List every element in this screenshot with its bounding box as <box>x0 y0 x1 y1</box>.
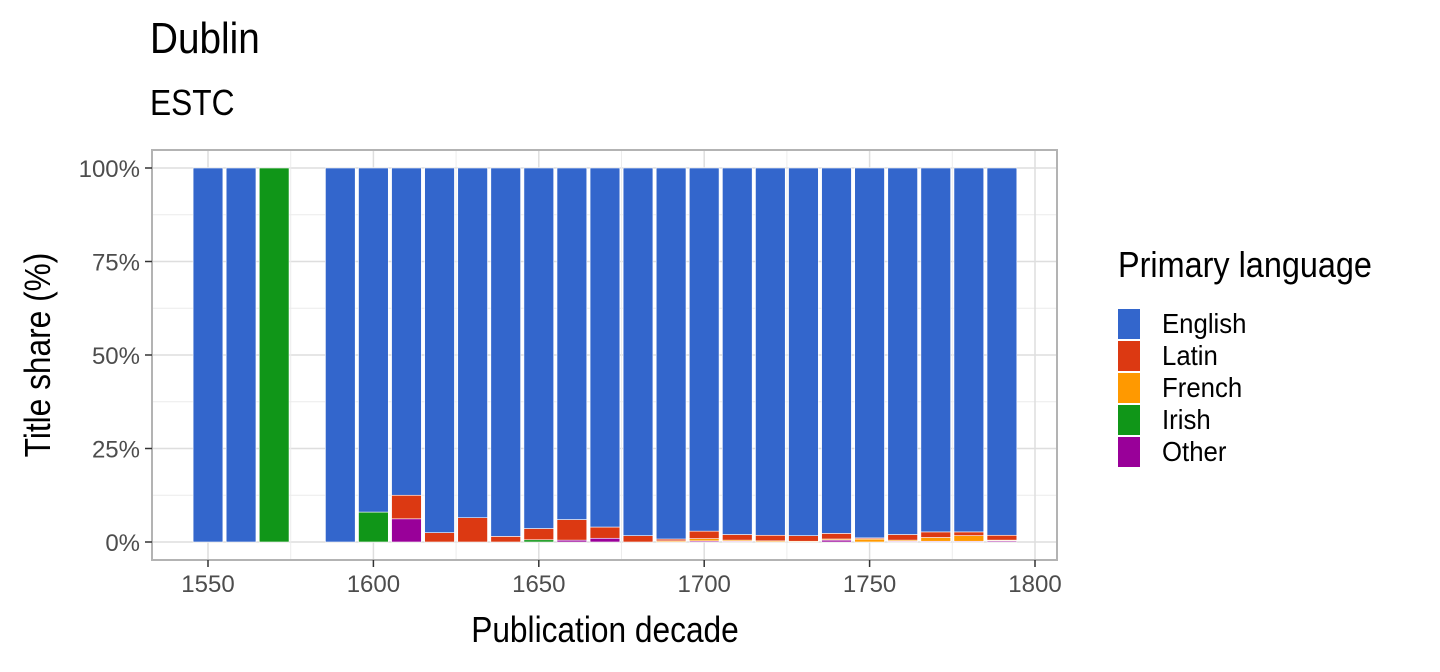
bar-segment-english-1730 <box>788 167 819 536</box>
bar-segment-latin-1610 <box>391 494 422 520</box>
bar-segment-irish-1650 <box>523 539 554 543</box>
bar-segment-english-1600 <box>358 167 389 513</box>
x-tick-label: 1700 <box>678 571 731 598</box>
bar-segment-irish-1600 <box>358 511 389 543</box>
bar-segment-latin-1700 <box>689 530 720 539</box>
x-axis-title: Publication decade <box>471 610 739 650</box>
y-tick-label: 75% <box>92 250 140 277</box>
legend-key-other <box>1118 437 1140 467</box>
bar-segment-english-1760 <box>887 167 918 535</box>
y-tick-label: 100% <box>79 156 140 183</box>
y-tick-labels: 0% 25% 50% 75% 100% <box>79 156 140 557</box>
y-axis-title: Title share (%) <box>18 253 58 458</box>
legend-item-other: Other <box>1118 436 1400 468</box>
bar-segment-english-1750 <box>854 167 885 539</box>
bar-segment-irish-1570 <box>258 167 290 543</box>
bar-segment-english-1620 <box>424 167 455 533</box>
y-tick-label: 50% <box>92 343 140 370</box>
bar-segment-english-1720 <box>755 167 786 536</box>
legend-item-english: English <box>1118 308 1400 340</box>
bar-segment-english-1550 <box>192 167 224 543</box>
bar-segment-latin-1760 <box>887 534 918 541</box>
legend-label: English <box>1162 308 1247 339</box>
bar-segment-english-1650 <box>523 167 554 529</box>
bar-segment-english-1640 <box>490 167 521 537</box>
bar-segment-latin-1740 <box>821 533 852 540</box>
chart-title: Dublin <box>150 14 260 63</box>
x-tick-labels: 1550 1600 1650 1700 1750 1800 <box>181 571 1061 598</box>
bar-segment-latin-1770 <box>920 531 951 538</box>
bar-segment-english-1590 <box>325 167 356 543</box>
legend-label: Latin <box>1162 340 1218 371</box>
axis-ticks <box>145 167 1036 567</box>
legend-item-latin: Latin <box>1118 340 1400 372</box>
legend-key-english <box>1118 309 1140 339</box>
bar-segment-french-1770 <box>920 537 951 542</box>
bar-segment-latin-1730 <box>788 535 819 542</box>
legend-label: Other <box>1162 436 1227 467</box>
bar-segment-latin-1720 <box>755 534 786 542</box>
bar-segment-english-1670 <box>589 167 621 528</box>
bar-segment-english-1770 <box>920 167 951 533</box>
bar-segment-english-1680 <box>622 167 654 536</box>
bar-segment-english-1700 <box>689 167 720 532</box>
bar-segment-english-1780 <box>953 167 985 533</box>
bar-segment-english-1740 <box>821 167 852 534</box>
legend-item-french: French <box>1118 372 1400 404</box>
bar-segment-latin-1640 <box>490 536 521 543</box>
bar-segment-latin-1670 <box>589 526 621 539</box>
x-tick-label: 1650 <box>512 571 565 598</box>
bar-segment-english-1690 <box>655 167 687 540</box>
x-tick-label: 1600 <box>347 571 400 598</box>
bar-segment-english-1790 <box>986 167 1018 536</box>
legend-key-irish <box>1118 405 1140 435</box>
bar-segment-english-1710 <box>722 167 753 535</box>
bar-segment-english-1560 <box>225 167 257 543</box>
bar-segment-other-1610 <box>391 518 422 543</box>
x-tick-label: 1800 <box>1008 571 1061 598</box>
bar-segment-english-1630 <box>457 167 488 518</box>
bar-segment-english-1660 <box>556 167 588 520</box>
bar-segment-english-1610 <box>391 167 422 496</box>
bar-segment-french-1750 <box>854 538 885 543</box>
y-tick-label: 0% <box>105 530 140 557</box>
y-tick-label: 25% <box>92 437 140 464</box>
bar-segment-latin-1660 <box>556 519 588 541</box>
bar-segment-french-1700 <box>689 538 720 542</box>
bar-segment-latin-1680 <box>622 535 654 543</box>
x-tick-label: 1550 <box>181 571 234 598</box>
legend-key-french <box>1118 373 1140 403</box>
bar-segment-latin-1650 <box>523 528 554 541</box>
bar-segment-latin-1630 <box>457 517 488 543</box>
bar-segment-latin-1780 <box>953 531 985 536</box>
legend-label: French <box>1162 372 1243 403</box>
legend-label: Irish <box>1162 404 1211 435</box>
legend-item-irish: Irish <box>1118 404 1400 436</box>
legend-title: Primary language <box>1118 244 1372 285</box>
bar-segment-latin-1790 <box>986 534 1018 541</box>
chart-subtitle: ESTC <box>150 82 235 123</box>
bar-segment-other-1670 <box>589 537 621 543</box>
legend-key-latin <box>1118 341 1140 371</box>
bars <box>192 167 1018 543</box>
bar-segment-latin-1710 <box>722 534 753 541</box>
legend: Primary language English Latin French Irish… <box>1118 244 1400 468</box>
bar-segment-french-1780 <box>953 535 985 542</box>
bar-segment-latin-1620 <box>424 532 455 543</box>
legend-items: English Latin French Irish Other <box>1118 308 1400 468</box>
x-tick-label: 1750 <box>843 571 896 598</box>
